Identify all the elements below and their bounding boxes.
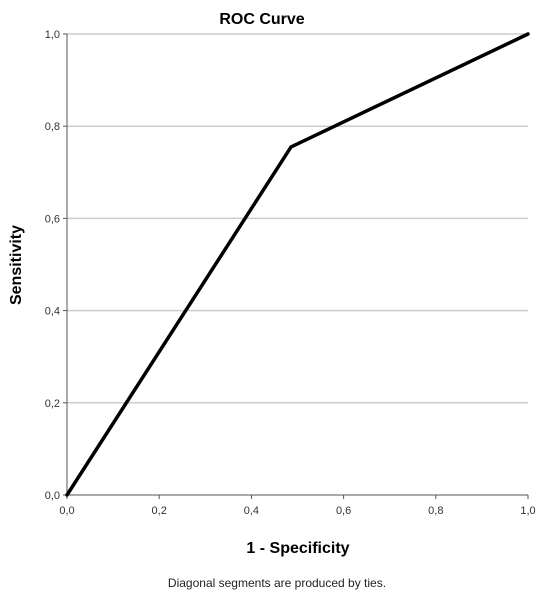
x-tick-label-3: 0,6 [336,505,351,517]
y-tick-label-5: 1,0 [45,29,60,41]
x-tick-label-2: 0,4 [244,505,259,517]
y-tick-label-2: 0,4 [45,306,60,318]
y-axis-title: Sensitivity [8,225,25,305]
x-tick-label-5: 1,0 [520,505,535,517]
y-tick-label-1: 0,2 [45,398,60,410]
x-tick-label-1: 0,2 [152,505,167,517]
chart-title: ROC Curve [219,11,304,28]
x-tick-label-4: 0,8 [428,505,443,517]
y-tick-labels: 0,0 0,2 0,4 0,6 0,8 1,0 [45,29,67,502]
footnote: Diagonal segments are produced by ties. [168,576,386,590]
roc-curve-line-0 [65,32,530,497]
y-tick-label-0: 0,0 [45,490,60,502]
x-tick-labels: 0,0 0,2 0,4 0,6 0,8 1,0 [59,495,536,517]
gridlines [67,33,528,404]
y-tick-label-3: 0,6 [45,213,60,225]
x-axis-title: 1 - Specificity [246,540,349,557]
axes [66,34,528,496]
series-layer [65,32,530,497]
x-tick-label-0: 0,0 [59,505,74,517]
y-tick-label-4: 0,8 [45,121,60,133]
